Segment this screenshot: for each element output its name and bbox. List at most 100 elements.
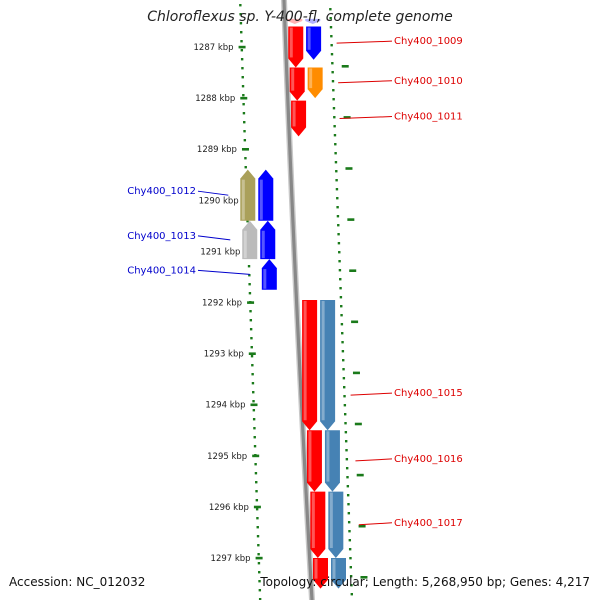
ruler-dot: [347, 503, 350, 506]
ruler-dot: [246, 220, 249, 223]
ruler-dot: [255, 481, 258, 484]
ruler-dot: [342, 368, 345, 371]
ruler-dot: [239, 13, 242, 16]
gene-g-1016[interactable]: [306, 430, 322, 492]
gene-label[interactable]: Chy400_1017: [394, 518, 463, 529]
ruler-dot: [334, 152, 337, 155]
ruler-dot: [343, 413, 347, 416]
ruler-dot: [254, 463, 257, 466]
gene-g-red-2[interactable]: [289, 67, 305, 101]
gene-g-1009[interactable]: [306, 26, 322, 60]
gene-label[interactable]: Chy400_1015: [394, 388, 463, 399]
ruler-dot: [336, 197, 339, 200]
gene-highlight: [259, 179, 263, 220]
ruler-dot: [329, 26, 333, 29]
ruler-dot: [345, 449, 348, 452]
label-connector: [197, 190, 229, 196]
ruler-dot: [331, 71, 334, 74]
gene-g-1015b[interactable]: [320, 299, 336, 431]
gene-label[interactable]: Chy400_1011: [394, 112, 463, 123]
gene-g-blue-r1[interactable]: [258, 169, 274, 221]
ruler-dot: [330, 44, 333, 47]
ruler-dot: [250, 355, 254, 358]
gene-highlight: [308, 431, 312, 482]
genome-backbone: [280, 0, 316, 604]
ruler-dot: [338, 260, 341, 263]
gene-arrow[interactable]: [305, 18, 321, 24]
gene-arrow[interactable]: [287, 18, 303, 24]
ruler-dot: [350, 584, 353, 587]
gene-highlight: [314, 559, 318, 579]
ruler-tick: [238, 45, 246, 49]
gene-g-1010[interactable]: [307, 67, 323, 99]
ruler-dot: [339, 287, 342, 290]
ruler-dot: [337, 242, 341, 245]
gene-g-1016b[interactable]: [324, 430, 340, 492]
ruler-dot: [249, 328, 253, 331]
gene-g-blue-bottom[interactable]: [331, 558, 346, 589]
ruler-label: 1289 kbp: [197, 145, 237, 155]
gene-g-top-a[interactable]: [287, 18, 303, 24]
gene-g-blue-r2[interactable]: [260, 220, 276, 260]
gene-label[interactable]: Chy400_1014: [127, 265, 196, 276]
topology-value: circular: [320, 575, 365, 589]
ruler-dot: [331, 62, 334, 65]
ruler-dot: [348, 548, 352, 551]
gene-g-red-bottom[interactable]: [313, 558, 328, 589]
ruler-dot: [249, 310, 252, 313]
gene-g-red-1[interactable]: [288, 26, 304, 68]
gene-g-top-b[interactable]: [305, 18, 321, 24]
gene-g-1017[interactable]: [310, 491, 326, 558]
ruler: 1287 kbp 1288 kbp 1289 kbp 1290 kbp 1291 kbp…: [194, 4, 368, 604]
gene-label[interactable]: Chy400_1010: [394, 76, 463, 87]
ruler-dot: [336, 206, 339, 209]
ruler-dot: [254, 472, 258, 475]
gene-highlight: [243, 230, 247, 259]
ruler-dot: [255, 490, 258, 493]
accession-label: Accession:: [9, 575, 73, 589]
ruler-dot: [329, 8, 332, 11]
ruler-dot: [350, 593, 353, 596]
ruler-dot: [240, 31, 243, 34]
ruler-dot: [337, 233, 340, 236]
ruler-label: 1295 kbp: [207, 452, 247, 462]
gene-g-1012[interactable]: [240, 169, 256, 221]
gene-g-1015[interactable]: [302, 299, 318, 431]
ruler-label: 1297 kbp: [211, 554, 251, 564]
gene-g-1014[interactable]: [261, 259, 277, 290]
gene-g-1013[interactable]: [242, 220, 258, 260]
ruler-dot: [333, 116, 336, 119]
ruler-dot: [345, 458, 349, 461]
ruler-dot: [253, 427, 256, 430]
gene-label[interactable]: Chy400_1016: [394, 454, 463, 465]
gene-labels: Chy400_1009 Chy400_1010 Chy400_1011 Chy400_…: [127, 36, 463, 529]
gene-g-1011[interactable]: [291, 100, 307, 137]
genome-stats: Topology: circular; Length: 5,268,950 bp…: [260, 575, 590, 589]
ruler-dot: [239, 22, 243, 25]
ruler-dot: [255, 499, 259, 502]
gene-label[interactable]: Chy400_1009: [394, 36, 463, 47]
ruler-dot: [243, 130, 246, 133]
ruler-dot: [348, 530, 351, 533]
ruler-dot: [241, 67, 244, 70]
ruler-dot: [330, 35, 333, 38]
ruler-tick: [349, 269, 357, 272]
ruler-label: 1292 kbp: [202, 299, 242, 309]
backbone-line: [282, 0, 314, 604]
ruler-dot: [242, 103, 245, 106]
ruler-dot: [252, 400, 255, 403]
ruler-tick: [248, 352, 256, 355]
gene-label[interactable]: Chy400_1012: [127, 186, 196, 197]
ruler-dot: [349, 557, 352, 560]
ruler-label: 1291 kbp: [200, 247, 240, 257]
ruler-dot: [333, 125, 336, 128]
ruler-dot: [341, 350, 345, 353]
ruler-dot: [243, 139, 247, 142]
ruler-dot: [337, 224, 340, 227]
gene-g-1017b[interactable]: [328, 491, 344, 558]
gene-label[interactable]: Chy400_1013: [127, 231, 196, 242]
ruler-dot: [346, 494, 350, 497]
gene-highlight: [289, 27, 293, 58]
